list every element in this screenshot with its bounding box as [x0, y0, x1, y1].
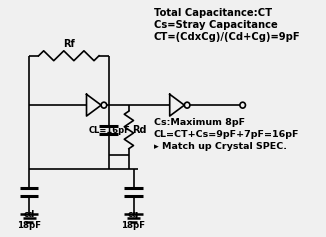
Text: cd
18pF: cd 18pF: [17, 210, 41, 230]
Text: Cs:Maximum 8pF: Cs:Maximum 8pF: [154, 118, 245, 127]
Text: Rd: Rd: [133, 125, 147, 135]
Text: CL=CT+Cs=9pF+7pF=16pF: CL=CT+Cs=9pF+7pF=16pF: [154, 130, 299, 139]
Text: CT=(CdxCg)/(Cd+Cg)=9pF: CT=(CdxCg)/(Cd+Cg)=9pF: [154, 32, 301, 42]
Text: CL=16pF: CL=16pF: [88, 126, 130, 135]
Text: Total Capacitance:CT: Total Capacitance:CT: [154, 8, 272, 18]
Text: Rf: Rf: [63, 39, 75, 49]
Text: Cs=Stray Capacitance: Cs=Stray Capacitance: [154, 20, 278, 30]
Text: cg
18pF: cg 18pF: [122, 210, 145, 230]
Text: ▸ Match up Crystal SPEC.: ▸ Match up Crystal SPEC.: [154, 142, 287, 151]
